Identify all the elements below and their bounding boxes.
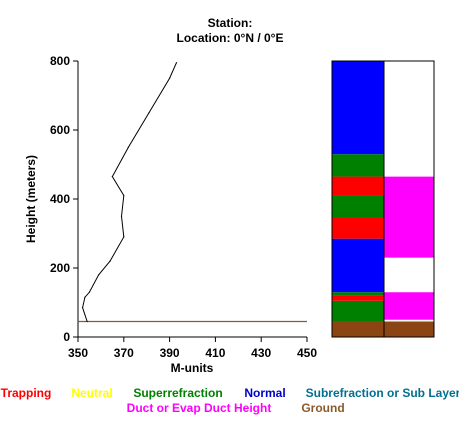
bar-segment <box>332 61 384 155</box>
layer-bars <box>331 60 435 338</box>
y-axis-label: Height (meters) <box>24 155 38 243</box>
profile-point <box>175 62 178 64</box>
legend-item: Ground <box>301 401 344 415</box>
bar-segment <box>332 292 384 296</box>
y-tick-label: 600 <box>50 123 70 137</box>
profile-point <box>81 307 84 309</box>
legend: Trapping Neutral Superrefraction Normal Subr… <box>1 386 459 415</box>
x-tick-label: 430 <box>251 346 271 360</box>
legend-item: Normal <box>244 386 285 400</box>
x-tick-label: 450 <box>297 346 317 360</box>
bar-segment <box>332 154 384 177</box>
legend-item: Subrefraction or Sub Layer <box>306 386 459 400</box>
bar-segment <box>332 238 384 293</box>
profile-point <box>84 296 86 298</box>
profile-point <box>123 194 125 197</box>
bar-segment <box>384 321 434 337</box>
profile-point <box>169 77 171 79</box>
profile-point <box>86 320 88 323</box>
station-title: Station: <box>208 16 253 30</box>
bar-segment <box>384 176 434 258</box>
profile-point <box>88 291 91 293</box>
x-axis-label: M-units <box>171 361 214 375</box>
x-tick-label: 350 <box>68 346 88 360</box>
x-tick-label: 370 <box>114 346 134 360</box>
bar-frame <box>383 60 435 338</box>
y-tick-label: 0 <box>63 330 70 344</box>
location-title: Location: 0°N / 0°E <box>177 31 284 45</box>
m-unit-profile-line <box>82 62 177 322</box>
profile-point <box>120 215 123 217</box>
y-tick-label: 800 <box>50 54 70 68</box>
y-tick-label: 200 <box>50 261 70 275</box>
refractivity-layer-bar <box>331 60 385 338</box>
legend-item: Trapping <box>1 386 52 400</box>
profile-point <box>148 112 150 114</box>
legend-item: Neutral <box>71 386 112 400</box>
bar-segment <box>384 257 434 293</box>
profile-plot: 350 370 390 410 430 450 0 200 400 600 800 <box>50 54 317 360</box>
x-tick-label: 410 <box>205 346 225 360</box>
bar-segment <box>384 292 434 320</box>
bar-segment <box>332 217 384 239</box>
bar-segment <box>332 195 384 218</box>
profile-point <box>127 146 129 148</box>
bar-segment <box>332 295 384 301</box>
bar-segment <box>384 61 434 177</box>
x-tick-label: 390 <box>160 346 180 360</box>
bar-segment <box>332 300 384 322</box>
duct-layer-bar <box>383 60 435 338</box>
profile-point <box>123 236 125 238</box>
profile-point <box>98 274 100 276</box>
legend-item: Superrefraction <box>133 386 222 400</box>
bar-segment <box>384 319 434 322</box>
profile-point <box>109 260 111 262</box>
legend-item: Duct or Evap Duct Height <box>127 401 272 415</box>
bar-segment <box>332 176 384 196</box>
y-tick-label: 400 <box>50 192 70 206</box>
profile-point <box>111 175 113 178</box>
bar-segment <box>332 321 384 337</box>
